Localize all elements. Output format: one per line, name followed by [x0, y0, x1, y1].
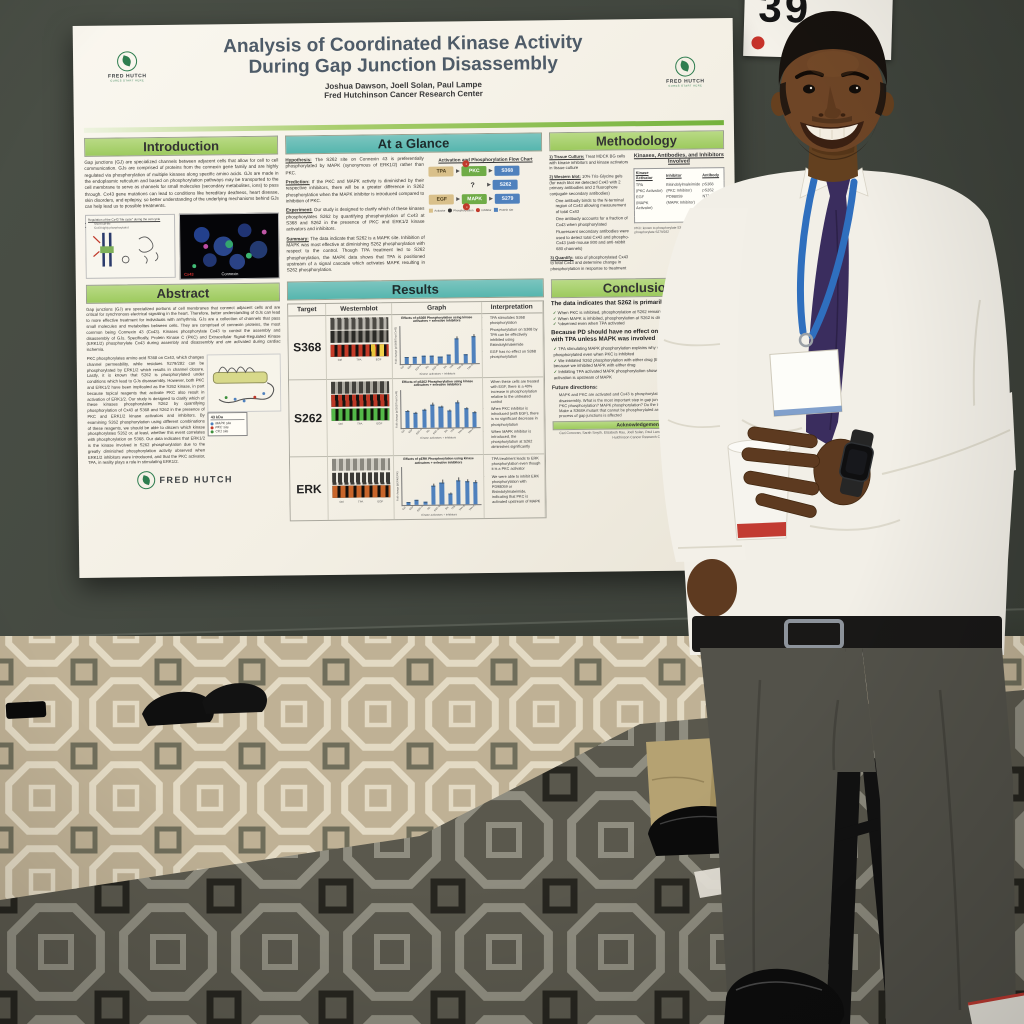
shoe-under-board-right: [202, 683, 267, 714]
cup-red-band: [737, 522, 786, 538]
right-hand: [687, 559, 737, 617]
connexin-micrograph: Cx43 Connexin: [179, 212, 280, 280]
hair: [778, 11, 888, 86]
eye-right: [849, 84, 861, 94]
nose: [824, 86, 841, 119]
cx43-topology-figure: 43 kDa MAPK site PKC site CK1 site: [207, 353, 282, 437]
cx43-topology-sketch: [213, 366, 275, 404]
micrograph-cells: [192, 223, 268, 270]
poster-column-left: Introduction Gap junctions (GJ) are spec…: [84, 135, 283, 574]
lanyard-clip: [798, 332, 814, 348]
wristwatch: [839, 429, 874, 498]
board-foot: [5, 701, 47, 719]
research-poster: FRED HUTCH CURES START HERE Analysis of …: [72, 17, 740, 579]
head: [771, 11, 894, 160]
floor-card: [967, 992, 1024, 1024]
belt: [692, 616, 1002, 652]
lanyard-strap: [808, 178, 858, 340]
shirt-sleeve-right: [657, 208, 748, 562]
cx43-topology-diagram: [207, 353, 282, 413]
presenter-body: [657, 11, 1016, 1024]
shoe-left: [724, 968, 845, 1024]
pant-leg-right: [862, 648, 1016, 1024]
eyebrow-left: [795, 70, 824, 79]
cx43-lifecycle-diagram: Regulation of the Cx43 "life cycle" duri…: [84, 213, 177, 279]
lanyard-strap: [796, 176, 818, 336]
shirt-sleeve-left-forearm: [873, 392, 1016, 505]
mustache: [812, 116, 852, 124]
lifecycle-sketch: [92, 232, 159, 267]
name-badge: [769, 349, 843, 417]
eyebrow-right: [841, 71, 869, 80]
eye-left: [803, 84, 815, 94]
pant-leg-left: [700, 648, 846, 1012]
shoe-under-board-left: [142, 691, 214, 726]
belt-buckle: [784, 619, 844, 649]
